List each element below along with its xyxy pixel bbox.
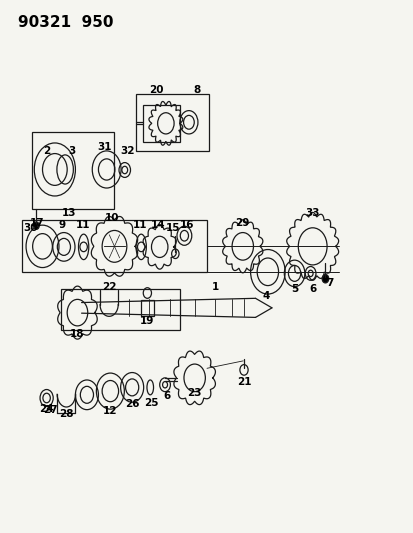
Text: 28: 28 [59, 409, 74, 419]
Text: 5: 5 [290, 284, 297, 294]
Text: 27: 27 [43, 405, 58, 415]
Text: 32: 32 [121, 146, 135, 156]
Text: 3: 3 [68, 147, 76, 157]
Text: 6: 6 [163, 391, 170, 401]
Text: 16: 16 [180, 220, 194, 230]
Text: 24: 24 [39, 403, 54, 414]
Text: 13: 13 [62, 208, 76, 219]
Text: 30: 30 [23, 223, 37, 233]
Bar [136, 94, 209, 151]
Bar [32, 132, 114, 209]
Bar [143, 105, 180, 142]
Bar [22, 220, 206, 272]
Text: 29: 29 [235, 218, 249, 228]
Circle shape [321, 274, 328, 283]
Text: 22: 22 [102, 281, 116, 292]
Text: 18: 18 [70, 329, 85, 340]
Text: 17: 17 [30, 218, 45, 228]
Text: 7: 7 [326, 278, 333, 288]
Text: 19: 19 [140, 316, 154, 326]
Text: 12: 12 [103, 406, 117, 416]
Text: 15: 15 [165, 223, 180, 233]
Text: 31: 31 [97, 142, 111, 152]
Bar [141, 300, 153, 316]
Text: 6: 6 [309, 284, 316, 294]
Text: 8: 8 [193, 85, 200, 95]
Bar [61, 289, 180, 330]
Text: 1: 1 [211, 281, 218, 292]
Text: 21: 21 [236, 376, 251, 386]
Text: 11: 11 [133, 220, 147, 230]
Text: 25: 25 [144, 398, 158, 408]
Text: 11: 11 [76, 220, 90, 230]
Text: 33: 33 [305, 208, 319, 219]
Circle shape [33, 222, 39, 229]
Text: 23: 23 [187, 387, 202, 398]
Text: 2: 2 [43, 147, 50, 157]
Text: 9: 9 [59, 220, 66, 230]
Text: 14: 14 [150, 220, 164, 230]
Text: 26: 26 [125, 399, 139, 409]
Text: 10: 10 [104, 213, 119, 223]
Text: 20: 20 [149, 85, 164, 95]
Text: 4: 4 [262, 291, 270, 301]
Text: 90321  950: 90321 950 [18, 14, 113, 30]
